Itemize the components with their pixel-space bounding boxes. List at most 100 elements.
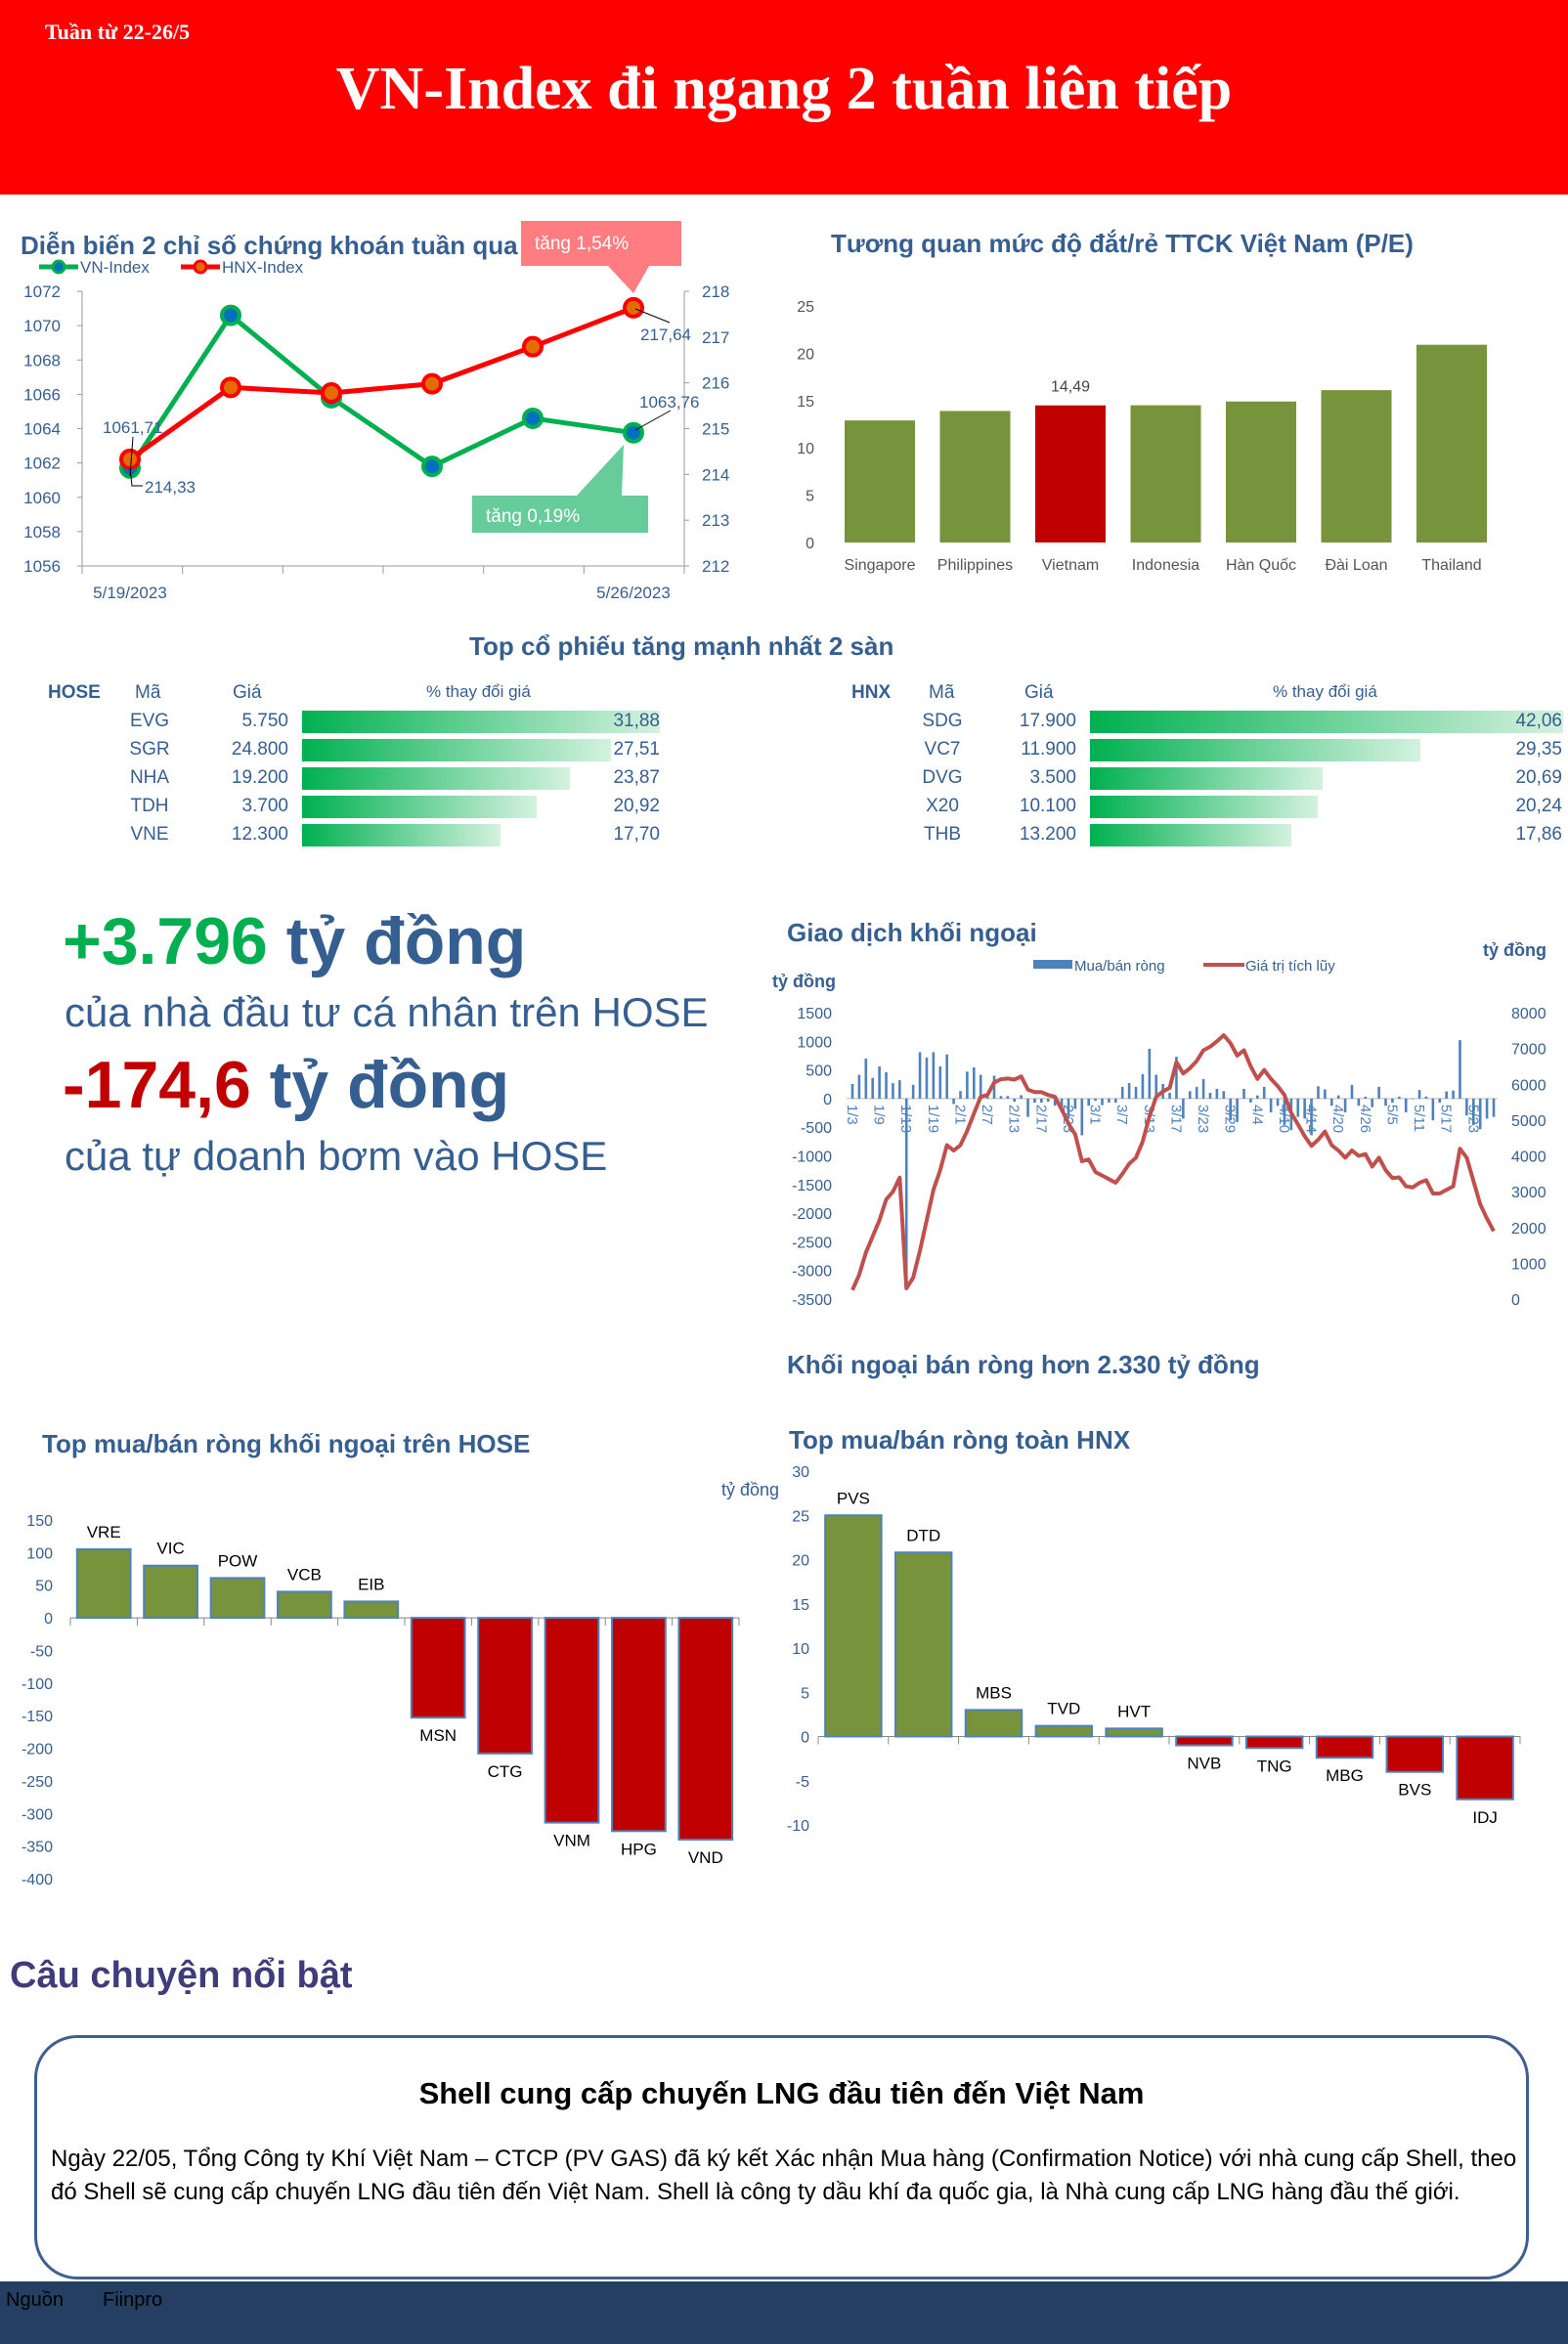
bar-PVS	[824, 1514, 883, 1738]
hnx-label: HNX	[851, 682, 892, 703]
net-bar	[979, 1074, 982, 1099]
hnx-col-code: Mã	[929, 682, 955, 703]
hose-col-price: Giá	[233, 682, 262, 703]
net-bar	[1026, 1098, 1029, 1117]
x-tick-label: 4/14	[1303, 1105, 1320, 1133]
retail-unit: tỷ đồng	[285, 904, 527, 978]
x-tick-label: 1/9	[871, 1105, 888, 1125]
retail-text: của nhà đầu tư cá nhân trên HOSE	[65, 989, 709, 1035]
bar-label: POW	[218, 1551, 258, 1570]
net-bar	[1154, 1074, 1158, 1099]
hose-row-code: VNE	[130, 824, 169, 845]
hnx-row-code: X20	[926, 796, 959, 816]
data-point	[119, 448, 141, 470]
hnx-col-change: % thay đổi giá	[1273, 682, 1377, 701]
story-body: Ngày 22/05, Tổng Công ty Khí Việt Nam – …	[51, 2146, 1517, 2205]
net-bar	[1336, 1095, 1340, 1099]
hose-row-code: NHA	[129, 767, 170, 788]
x-tick-label: 2/7	[979, 1105, 995, 1125]
hose-row-change: 27,51	[613, 739, 660, 760]
net-bar	[1424, 1096, 1428, 1099]
x-tick-label: 5/26/2023	[596, 584, 671, 602]
bar-label: CTG	[488, 1762, 523, 1781]
net-bar	[1053, 1098, 1057, 1107]
bar-label: NVB	[1187, 1755, 1221, 1773]
bar-label: MSN	[419, 1726, 457, 1745]
y-tick-label: 0	[801, 1730, 809, 1747]
hnx-row-price: 13.200	[1019, 824, 1076, 845]
bar-MBS	[964, 1709, 1024, 1738]
bar-Philippines	[939, 411, 1011, 543]
foreign-caption: Khối ngoại bán ròng hơn 2.330 tỷ đồng	[787, 1350, 1260, 1379]
hnx-change-label: tăng 1,54%	[535, 234, 629, 254]
net-bar	[1329, 1098, 1333, 1107]
hnx-foreign-chart: 30 25 20 15 10 5 0 -5 -10 PVS DTD MBS TVD HVT NVB TNG MB…	[787, 1464, 1521, 1835]
leader-line	[634, 308, 671, 324]
footer: Nguồn Fiinpro	[0, 2281, 1568, 2344]
bar-IDJ	[1456, 1735, 1514, 1801]
hnx-row-code: THB	[924, 824, 961, 845]
net-bar	[1310, 1098, 1313, 1136]
hnx-row-change: 20,24	[1515, 796, 1562, 816]
bar-TVD	[1034, 1724, 1094, 1738]
pe-bar-chart: 0 5 10 15 20 25 Singapore Philippines Vietnam 14,…	[797, 299, 1487, 574]
y-tick-label: 50	[35, 1579, 53, 1595]
net-bar	[1262, 1086, 1266, 1099]
hnx-change-bar	[1090, 767, 1324, 790]
hose-label: HOSE	[48, 682, 101, 703]
hose-row-code: TDH	[130, 796, 169, 816]
net-bar	[1452, 1090, 1455, 1099]
bar-label: IDJ	[1472, 1808, 1498, 1827]
hose-col-code: Mã	[135, 682, 161, 703]
y-tick-label: -400	[22, 1872, 53, 1888]
y-right-tick-label: 212	[702, 557, 729, 576]
data-point	[220, 376, 241, 399]
index-line-chart: 1056 1058 1060 1062 1064 1066 1068 1070 1072 212 2…	[23, 221, 729, 602]
net-bar	[999, 1096, 1003, 1099]
y-right-tick-label: 215	[702, 420, 729, 439]
y-right-tick-label: 216	[702, 374, 729, 393]
y-left-tick-label: -500	[801, 1120, 832, 1137]
net-bar	[1215, 1088, 1219, 1099]
bar-MSN	[410, 1617, 466, 1719]
legend-marker	[193, 259, 208, 275]
x-tick-label: 5/19/2023	[93, 584, 167, 602]
hose-row-code: EVG	[129, 711, 170, 731]
data-label: 1061,71	[103, 418, 162, 437]
hnx-change-bar	[1090, 739, 1420, 761]
bar-Hàn Quốc	[1226, 401, 1296, 543]
net-bar	[1249, 1098, 1252, 1104]
x-tick-label: 5/17	[1438, 1105, 1455, 1133]
net-bar	[1188, 1091, 1192, 1099]
data-point	[522, 335, 544, 358]
y-tick-label: 150	[26, 1513, 53, 1530]
x-tick-label: Singapore	[845, 557, 916, 574]
bar-label: PVS	[837, 1489, 870, 1507]
net-bar	[1317, 1086, 1320, 1099]
bar-CTG	[477, 1617, 533, 1755]
hose-row-price: 24.800	[231, 739, 288, 760]
y-tick-label: -300	[22, 1806, 53, 1823]
y-right-tick-label: 214	[702, 465, 729, 484]
hnx-col-price: Giá	[1024, 682, 1054, 703]
net-bar	[1114, 1098, 1117, 1104]
net-bar	[1040, 1098, 1043, 1104]
x-tick-label: 1/19	[925, 1105, 941, 1133]
page-title: VN-Index đi ngang 2 tuần liên tiếp	[335, 56, 1233, 122]
net-bar	[885, 1071, 888, 1099]
hose-row-change: 17,70	[613, 824, 660, 845]
y-left-tick-label: 1500	[797, 1006, 832, 1022]
data-point	[321, 381, 342, 404]
y-right-tick-label: 0	[1511, 1292, 1520, 1309]
net-bar	[1094, 1098, 1097, 1102]
hnx-row-price: 11.900	[1021, 739, 1076, 760]
data-point	[220, 304, 241, 326]
x-tick-label: 4/10	[1276, 1105, 1292, 1133]
y-tick-label: 10	[797, 441, 814, 457]
y-left-tick-label: 0	[823, 1092, 832, 1108]
legend-label: HNX-Index	[222, 258, 304, 277]
bar-VCB	[277, 1590, 332, 1620]
vn-change-label: tăng 0,19%	[486, 506, 580, 527]
series-line-VN-Index	[127, 311, 634, 470]
vn-change-callout	[472, 496, 648, 533]
